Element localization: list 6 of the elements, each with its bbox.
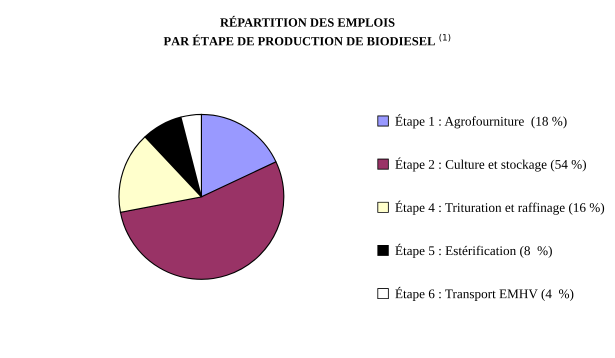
chart-title: RÉPARTITION DES EMPLOIS PAR ÉTAPE DE PRODUCTION DE BIODIESEL $^{(1)}$	[164, 16, 450, 46]
legend-label: Étape 4 : Trituration et raffinage (16 %)	[395, 200, 604, 215]
legend-label: Étape 2 : Culture et stockage (54 %)	[395, 157, 586, 172]
legend-label: Étape 6 : Transport EMHV (4 %)	[395, 286, 574, 301]
legend-label: Étape 5 : Estérification (8 %)	[395, 244, 552, 258]
legend-label: Étape 1 : Agrofourniture (18 %)	[395, 114, 567, 128]
